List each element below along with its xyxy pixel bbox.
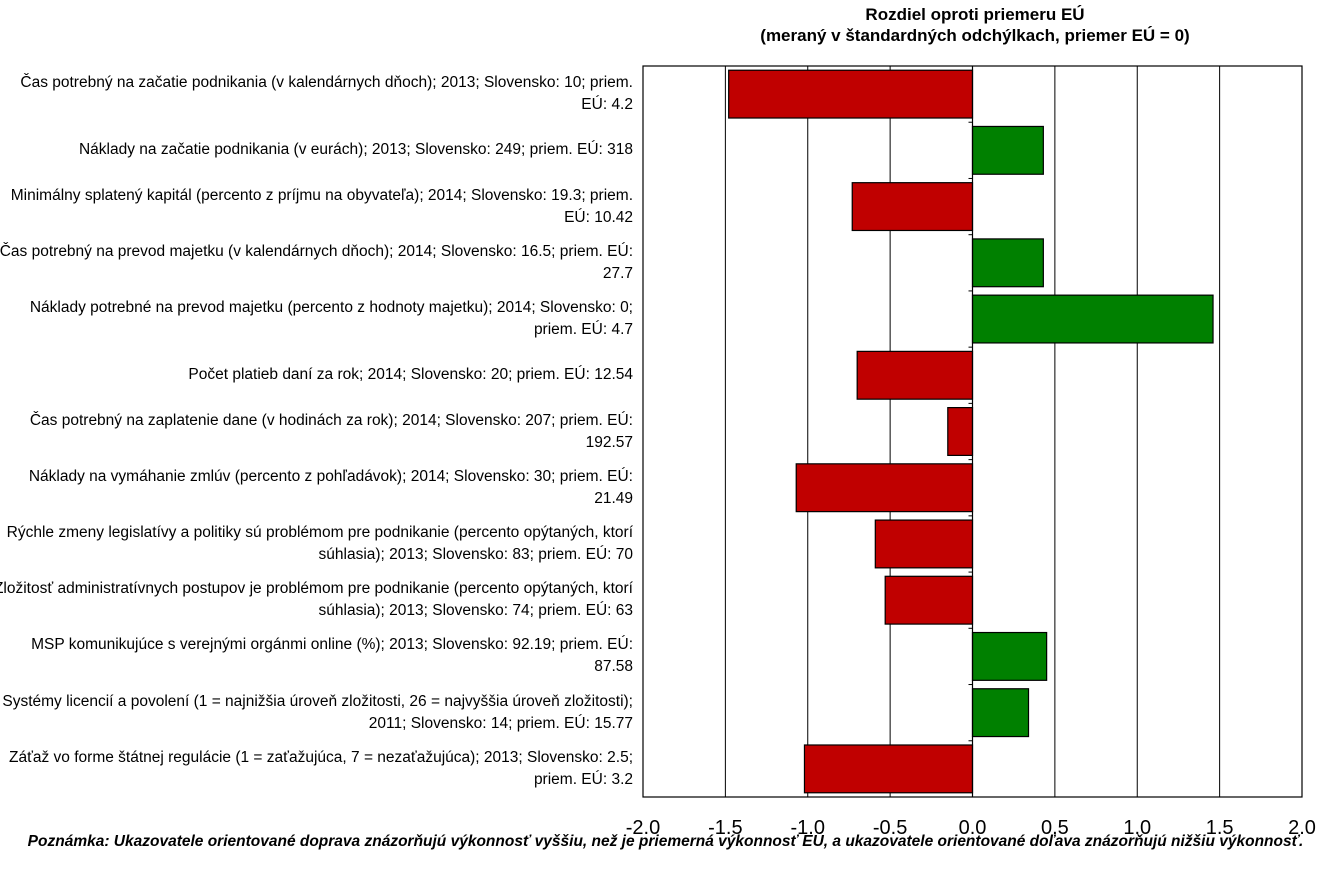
bar	[971, 294, 1214, 344]
chart-title: Rozdiel oproti priemeru EÚ (meraný v šta…	[640, 4, 1310, 46]
bar	[874, 519, 974, 569]
bar	[728, 69, 974, 119]
category-label: MSP komunikujúce s verejnými orgánmi onl…	[31, 636, 633, 676]
bar	[971, 125, 1044, 175]
category-label: Čas potrebný na zaplatenie dane (v hodin…	[29, 411, 633, 451]
bar	[971, 238, 1044, 288]
x-tick-label: -2.0	[626, 817, 660, 839]
category-label: Počet platieb daní za rok; 2014; Slovens…	[188, 366, 633, 384]
x-tick-label: -1.0	[791, 817, 825, 839]
chart-note: Poznámka: Ukazovatele orientované doprav…	[27, 833, 1304, 850]
plot-frame	[642, 65, 1303, 798]
category-label: Náklady na vymáhanie zmlúv (percento z p…	[28, 467, 633, 507]
category-label: Náklady na začatie podnikania (v eurách)…	[78, 141, 633, 159]
category-label: Čas potrebný na začatie podnikania (v ka…	[20, 74, 633, 114]
x-tick-label: 1.5	[1206, 817, 1234, 839]
x-tick-label: 1.0	[1123, 817, 1151, 839]
bar	[856, 350, 974, 400]
x-tick-label: 0.5	[1041, 817, 1069, 839]
chart-subtitle: (meraný v štandardných odchýlkach, priem…	[760, 26, 1190, 45]
bar	[803, 744, 974, 794]
chart-title-line1: Rozdiel oproti priemeru EÚ	[865, 5, 1085, 24]
bar	[971, 631, 1048, 681]
category-label: Minimálny splatený kapitál (percento z p…	[10, 186, 633, 226]
bar	[884, 575, 974, 625]
category-label: Čas potrebný na prevod majetku (v kalend…	[0, 242, 633, 282]
x-tick-label: -0.5	[873, 817, 907, 839]
category-label: Náklady potrebné na prevod majetku (perc…	[29, 299, 633, 339]
bar	[795, 463, 974, 513]
x-tick-label: 2.0	[1288, 817, 1316, 839]
category-label: Rýchle zmeny legislatívy a politiky sú p…	[6, 523, 633, 563]
bar	[971, 688, 1030, 738]
bar	[851, 182, 974, 232]
x-tick-label: 0.0	[959, 817, 987, 839]
x-tick-label: -1.5	[708, 817, 742, 839]
category-label: Záťaž vo forme štátnej regulácie (1 = za…	[8, 748, 633, 788]
category-label: Zložitosť administratívnych postupov je …	[0, 580, 633, 620]
category-label: Systémy licencií a povolení (1 = najnižš…	[2, 692, 633, 732]
bar	[947, 407, 974, 456]
